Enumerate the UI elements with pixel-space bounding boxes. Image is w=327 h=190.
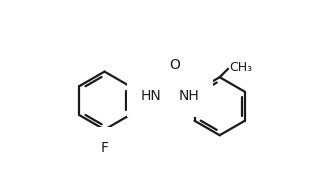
Text: O: O <box>169 58 180 71</box>
Text: F: F <box>100 141 109 155</box>
Text: CH₃: CH₃ <box>230 61 253 74</box>
Text: HN: HN <box>141 89 162 103</box>
Text: NH: NH <box>179 89 199 103</box>
